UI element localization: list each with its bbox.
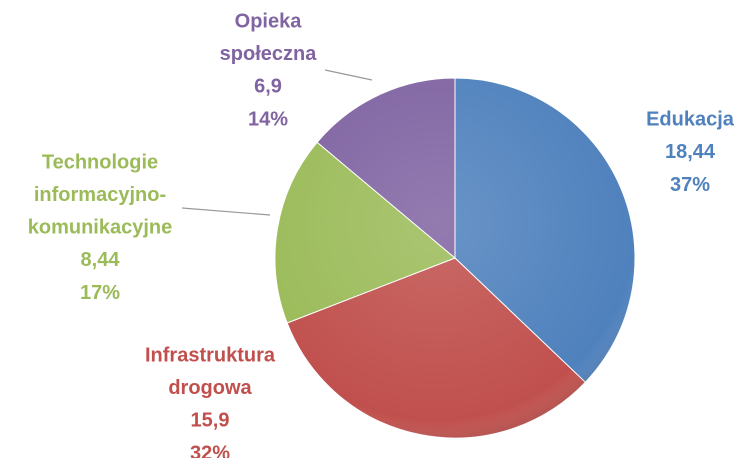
category-label: informacyjno- bbox=[34, 184, 166, 206]
percentage-label: 17% bbox=[80, 282, 120, 304]
category-label: społeczna bbox=[220, 43, 318, 65]
percentage-label: 37% bbox=[670, 174, 710, 196]
value-label: 15,9 bbox=[191, 409, 230, 431]
value-label: 6,9 bbox=[254, 75, 282, 97]
category-label: Infrastruktura bbox=[145, 344, 276, 366]
category-label: Opieka bbox=[235, 10, 303, 32]
value-label: 18,44 bbox=[665, 141, 716, 163]
value-label: 8,44 bbox=[81, 249, 121, 271]
category-label: drogowa bbox=[168, 377, 252, 399]
category-label: komunikacyjne bbox=[28, 216, 173, 238]
leader-line bbox=[181, 207, 271, 216]
percentage-label: 14% bbox=[248, 108, 288, 130]
leader-line bbox=[324, 69, 373, 81]
category-label: Edukacja bbox=[646, 108, 735, 130]
percentage-label: 32% bbox=[190, 442, 230, 458]
category-label: Technologie bbox=[42, 151, 158, 173]
